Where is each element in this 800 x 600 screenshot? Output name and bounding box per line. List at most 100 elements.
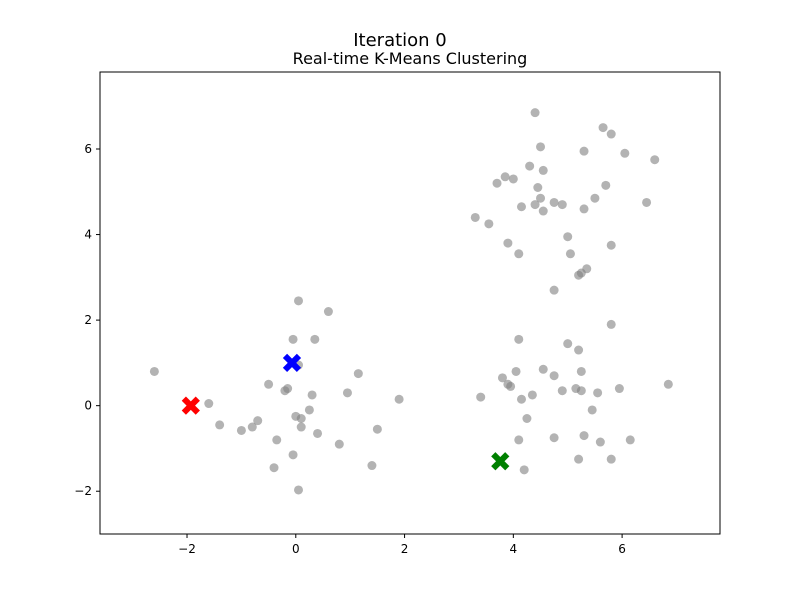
data-point <box>590 193 600 203</box>
data-point <box>549 433 559 443</box>
y-tick-label: 4 <box>84 228 92 242</box>
x-tick-label: −2 <box>178 542 196 556</box>
y-tick-label: −2 <box>74 484 92 498</box>
centroid-marker <box>491 452 510 471</box>
data-point <box>272 435 282 445</box>
data-point <box>579 431 589 441</box>
data-point <box>516 202 526 212</box>
y-tick-label: 6 <box>84 142 92 156</box>
data-point <box>506 381 516 391</box>
data-point <box>601 180 611 190</box>
data-point <box>576 366 586 376</box>
data-point <box>497 373 507 383</box>
data-point <box>367 461 377 471</box>
data-point <box>294 296 304 306</box>
data-point <box>514 435 524 445</box>
data-point <box>204 399 214 409</box>
data-point <box>625 435 635 445</box>
data-point <box>557 200 567 210</box>
data-point <box>149 366 159 376</box>
data-point <box>508 174 518 184</box>
chart-subtitle: Real-time K-Means Clustering <box>292 49 528 68</box>
data-point <box>283 384 293 394</box>
data-point <box>334 439 344 449</box>
data-point <box>595 437 605 447</box>
centroids <box>181 353 510 471</box>
x-tick-label: 2 <box>401 542 409 556</box>
data-point <box>269 463 279 473</box>
data-point <box>484 219 494 229</box>
data-point <box>593 388 603 398</box>
data-point <box>522 414 532 423</box>
data-point <box>296 422 306 432</box>
data-point <box>394 394 404 404</box>
plot-frame <box>99 71 721 535</box>
data-point <box>606 240 616 250</box>
data-point <box>514 334 524 344</box>
data-point <box>215 420 225 430</box>
data-point <box>288 450 298 460</box>
data-point <box>549 197 559 207</box>
data-point <box>353 369 363 379</box>
centroid-marker <box>181 396 200 415</box>
data-point <box>313 428 323 438</box>
data-point <box>533 183 543 192</box>
data-point <box>307 390 317 400</box>
data-point <box>519 465 529 475</box>
data-point <box>511 366 521 376</box>
data-point <box>514 249 524 259</box>
data-point <box>323 307 333 317</box>
data-point <box>310 334 320 344</box>
data-point <box>587 405 597 415</box>
data-point <box>470 212 480 222</box>
data-point <box>236 425 246 435</box>
data-point <box>304 405 314 415</box>
x-tick-label: 6 <box>618 542 626 556</box>
data-point <box>296 414 306 423</box>
data-point <box>563 232 573 242</box>
data-point <box>620 148 630 158</box>
data-point <box>606 454 616 464</box>
data-point <box>650 155 660 165</box>
data-point <box>579 146 589 156</box>
x-tick-label: 4 <box>510 542 518 556</box>
data-point <box>598 123 608 133</box>
x-tick-label: 0 <box>292 542 300 556</box>
data-point <box>614 384 624 394</box>
data-point <box>516 394 526 404</box>
data-point <box>582 264 592 274</box>
axes <box>99 71 721 535</box>
data-point <box>492 178 502 188</box>
data-point <box>574 454 584 464</box>
y-tick-label: 2 <box>84 313 92 327</box>
data-point <box>663 379 673 389</box>
data-point <box>579 204 589 214</box>
data-point <box>536 142 546 152</box>
data-point <box>538 206 548 216</box>
data-point <box>372 424 382 434</box>
data-point <box>565 249 575 259</box>
data-point <box>606 129 616 139</box>
data-point <box>525 161 535 171</box>
data-point <box>476 392 486 402</box>
figure-title: Iteration 0 <box>353 30 447 51</box>
data-point <box>288 334 298 344</box>
data-point <box>538 165 548 175</box>
data-point <box>549 285 559 295</box>
data-point <box>342 388 352 398</box>
data-point <box>563 339 573 349</box>
data-point <box>606 319 616 329</box>
data-point <box>264 379 274 389</box>
data-point <box>557 386 567 396</box>
y-tick-label: 0 <box>84 399 92 413</box>
data-point <box>530 200 540 210</box>
y-ticks: −2 0 2 4 6 <box>74 142 100 498</box>
data-point <box>247 422 257 432</box>
data-point <box>549 371 559 381</box>
data-point <box>576 386 586 396</box>
data-point <box>536 193 546 203</box>
data-point <box>294 485 304 495</box>
data-point <box>253 416 263 426</box>
centroid-marker <box>282 353 302 373</box>
